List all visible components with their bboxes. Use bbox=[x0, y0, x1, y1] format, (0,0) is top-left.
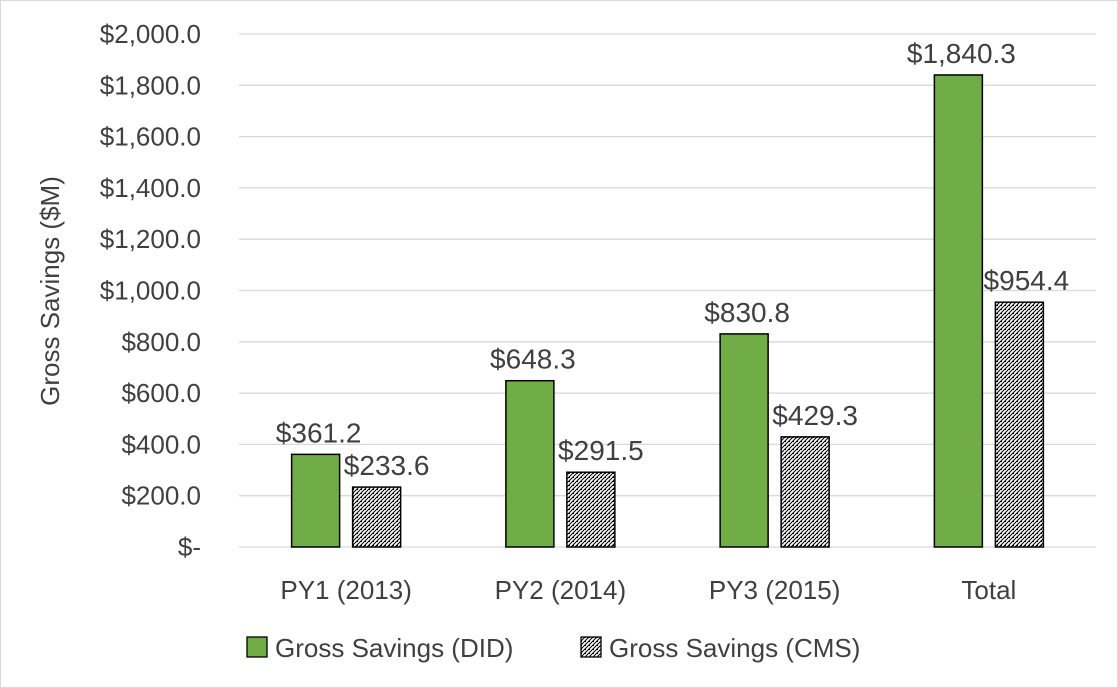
x-tick-label: PY1 (2013) bbox=[280, 575, 412, 605]
y-tick-label: $- bbox=[178, 532, 201, 562]
legend-label: Gross Savings (CMS) bbox=[609, 633, 860, 663]
y-tick-label: $200.0 bbox=[121, 481, 201, 511]
bar-did bbox=[290, 453, 341, 548]
y-tick-label: $1,400.0 bbox=[100, 173, 201, 203]
y-axis-title: Gross Savings ($M) bbox=[35, 176, 65, 406]
x-axis-category-labels: PY1 (2013) PY2 (2014) PY3 (2015) Total bbox=[280, 575, 1016, 605]
data-label: $291.5 bbox=[558, 435, 644, 466]
bar-cms bbox=[780, 436, 830, 548]
x-tick-label: PY2 (2014) bbox=[495, 575, 627, 605]
data-label: $429.3 bbox=[772, 400, 858, 431]
legend: Gross Savings (DID) Gross Savings (CMS) bbox=[246, 633, 860, 663]
data-label: $233.6 bbox=[344, 450, 430, 481]
bar-did bbox=[505, 379, 555, 548]
y-tick-label: $800.0 bbox=[121, 327, 201, 357]
data-label: $361.2 bbox=[276, 417, 362, 448]
data-label: $1,840.3 bbox=[907, 38, 1016, 69]
bar-cms bbox=[566, 471, 616, 548]
y-tick-label: $400.0 bbox=[121, 429, 201, 459]
data-labels: $361.2$233.6 $648.3 $291.5 $830.8 $429.3 $1,8… bbox=[276, 38, 1069, 481]
legend-swatch-cms bbox=[580, 636, 602, 658]
bars bbox=[290, 74, 1045, 548]
legend-swatch-did bbox=[246, 636, 268, 658]
data-label: $830.8 bbox=[704, 297, 790, 328]
bar-cms bbox=[351, 486, 402, 548]
y-tick-label: $1,200.0 bbox=[100, 224, 201, 254]
y-tick-label: $1,800.0 bbox=[100, 70, 201, 100]
bar-did bbox=[933, 74, 984, 548]
y-tick-label: $2,000.0 bbox=[100, 19, 201, 49]
y-tick-label: $1,600.0 bbox=[100, 122, 201, 152]
y-tick-label: $1,000.0 bbox=[100, 276, 201, 306]
x-tick-label: PY3 (2015) bbox=[709, 575, 841, 605]
bar-cms bbox=[994, 301, 1045, 548]
data-label: $954.4 bbox=[984, 265, 1070, 296]
y-axis-tick-labels: $- $200.0 $400.0 $600.0 $800.0 $1,000.0 $1,200… bbox=[100, 19, 201, 562]
data-label: $648.3 bbox=[490, 344, 576, 375]
bar-did bbox=[719, 333, 769, 548]
y-tick-label: $600.0 bbox=[121, 378, 201, 408]
x-tick-label: Total bbox=[961, 575, 1016, 605]
legend-label: Gross Savings (DID) bbox=[275, 633, 513, 663]
